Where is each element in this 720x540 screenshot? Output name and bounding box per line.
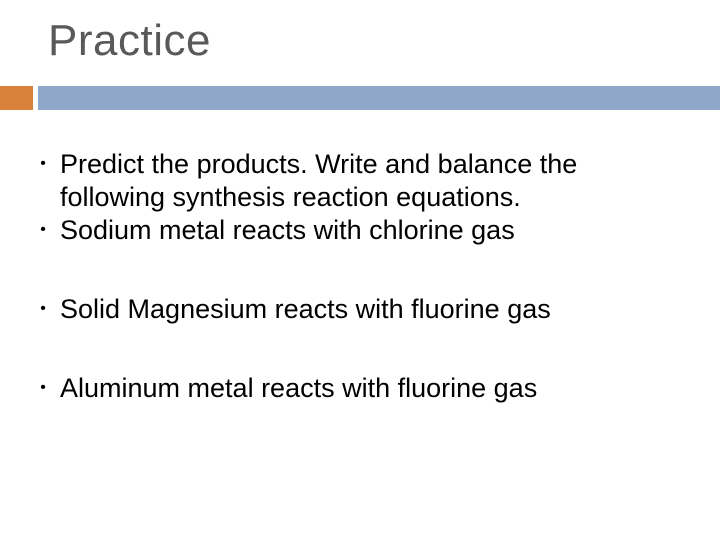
spacer [26,326,680,372]
list-item-text: Aluminum metal reacts with fluorine gas [60,372,680,405]
list-item: • Predict the products. Write and balanc… [26,148,680,214]
bullet-icon: • [26,214,60,246]
bullet-icon: • [26,293,60,325]
list-item: • Solid Magnesium reacts with fluorine g… [26,293,680,326]
slide: Practice • Predict the products. Write a… [0,0,720,540]
bullet-icon: • [26,372,60,404]
list-item: • Sodium metal reacts with chlorine gas [26,214,680,247]
spacer [26,247,680,293]
list-item-text: Predict the products. Write and balance … [60,148,680,214]
accent-rule [0,86,720,110]
list-item-text: Solid Magnesium reacts with fluorine gas [60,293,680,326]
accent-rule-blue [38,86,720,110]
list-item-text: Sodium metal reacts with chlorine gas [60,214,680,247]
accent-rule-orange [0,86,33,110]
page-title: Practice [48,16,211,66]
bullet-icon: • [26,148,60,180]
list-item: • Aluminum metal reacts with fluorine ga… [26,372,680,405]
body-content: • Predict the products. Write and balanc… [26,148,680,405]
